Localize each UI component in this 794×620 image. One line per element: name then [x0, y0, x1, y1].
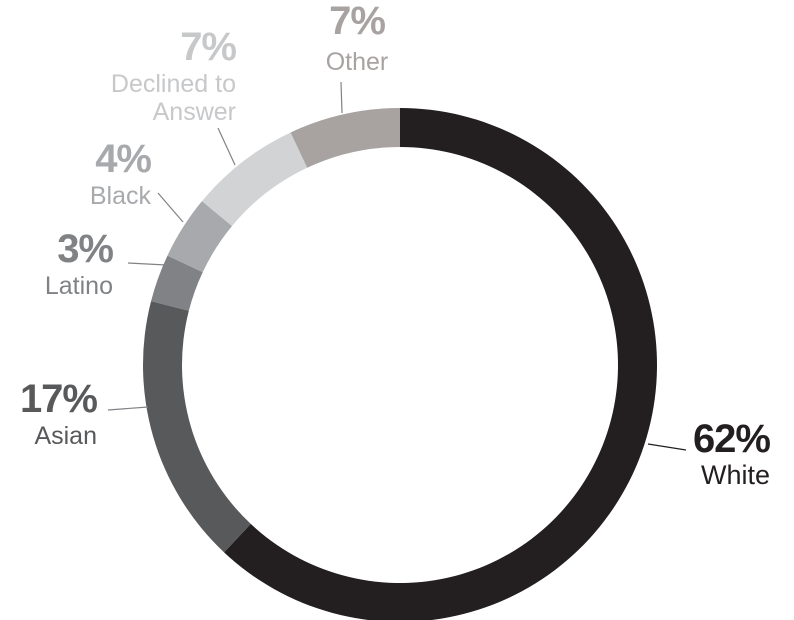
category-label-white: White — [701, 460, 770, 490]
category-label-other: Other — [326, 48, 389, 76]
slice-declined — [201, 132, 308, 227]
percent-label-black: 4% — [95, 137, 151, 181]
leader-line-black — [157, 192, 184, 223]
donut-slices — [143, 108, 657, 620]
category-label-declined-line-2: Answer — [153, 98, 236, 126]
leader-line-declined — [217, 127, 236, 166]
percent-label-other: 7% — [329, 0, 385, 43]
category-label-latino: Latino — [45, 272, 113, 300]
slice-latino — [151, 255, 203, 311]
slice-labels: 62%White17%Asian3%Latino4%Black7%Decline… — [20, 0, 771, 490]
category-label-black: Black — [90, 182, 152, 210]
percent-label-white: 62% — [693, 417, 770, 461]
category-label-asian: Asian — [34, 422, 97, 450]
slice-asian — [143, 301, 251, 553]
leader-line-other — [340, 81, 343, 114]
percent-label-declined: 7% — [180, 25, 236, 69]
leader-line-latino — [127, 262, 167, 266]
slice-white — [224, 108, 657, 620]
leader-line-white — [647, 443, 687, 451]
leader-line-asian — [107, 406, 149, 411]
leader-lines — [107, 81, 687, 451]
category-label-declined-line-1: Declined to — [111, 70, 236, 98]
slice-black — [167, 201, 233, 273]
percent-label-latino: 3% — [57, 227, 113, 271]
slice-other — [290, 108, 400, 168]
percent-label-asian: 17% — [20, 377, 97, 421]
